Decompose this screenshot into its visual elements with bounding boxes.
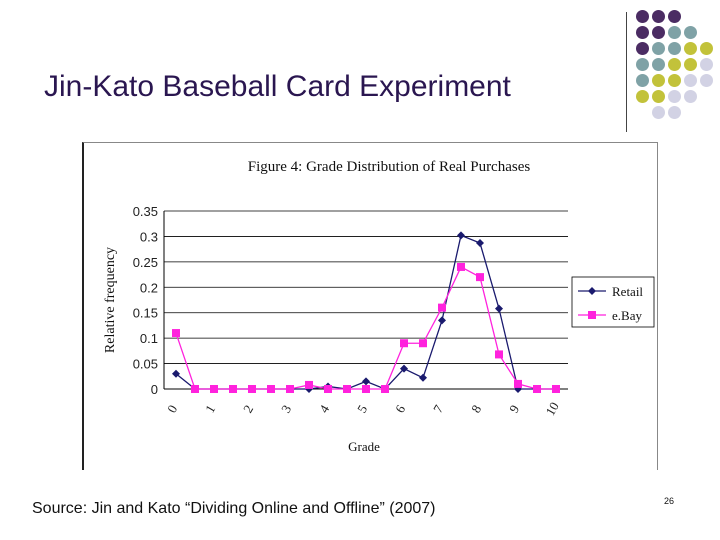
source-citation: Source: Jin and Kato “Dividing Online an…: [32, 500, 436, 517]
legend-label: e.Bay: [612, 308, 642, 323]
title-divider: [626, 12, 627, 132]
decor-dot: [684, 74, 697, 87]
decor-dot: [700, 58, 713, 71]
data-point-retail: [419, 373, 427, 382]
data-point-ebay: [248, 385, 256, 393]
data-point-ebay: [343, 385, 351, 393]
data-point-retail: [457, 231, 465, 240]
data-point-ebay: [229, 385, 237, 393]
y-tick-label: 0.35: [133, 204, 158, 219]
decor-dot: [684, 58, 697, 71]
legend-marker: [588, 311, 596, 319]
decor-dot: [636, 74, 649, 87]
data-point-ebay: [514, 379, 522, 388]
decor-dot: [684, 42, 697, 55]
data-point-ebay: [533, 385, 541, 393]
data-point-ebay: [191, 385, 199, 393]
data-point-retail: [400, 364, 408, 373]
decor-dot: [668, 10, 681, 23]
decor-dot: [652, 58, 665, 71]
data-point-ebay: [305, 380, 313, 389]
y-tick-label: 0.1: [140, 331, 158, 346]
y-axis-label: Relative frequency: [103, 247, 118, 353]
decor-dot: [668, 74, 681, 87]
decor-dot: [668, 106, 681, 119]
data-point-ebay: [438, 303, 446, 312]
decorative-dot-grid: [636, 10, 720, 140]
decor-dot: [636, 58, 649, 71]
decor-dot: [652, 42, 665, 55]
decor-dot: [636, 42, 649, 55]
decor-dot: [668, 58, 681, 71]
grade-distribution-chart: Figure 4: Grade Distribution of Real Pur…: [103, 159, 655, 454]
data-point-ebay: [400, 339, 408, 348]
decor-dot: [668, 42, 681, 55]
decor-dot: [652, 26, 665, 39]
data-point-retail: [172, 369, 180, 378]
decor-dot: [684, 90, 697, 103]
decor-dot: [636, 10, 649, 23]
x-tick-label: 6: [392, 402, 408, 416]
x-tick-label: 10: [542, 399, 561, 418]
slide-title: Jin-Kato Baseball Card Experiment: [44, 70, 511, 103]
decor-dot: [636, 26, 649, 39]
decor-dot: [684, 26, 697, 39]
x-tick-label: 1: [202, 402, 218, 415]
x-tick-label: 5: [354, 402, 370, 415]
data-point-ebay: [267, 385, 275, 393]
data-point-ebay: [495, 350, 503, 359]
series-line-ebay: [175, 266, 556, 390]
y-tick-label: 0.15: [133, 306, 158, 321]
data-point-ebay: [552, 385, 560, 393]
x-tick-label: 2: [240, 402, 256, 415]
y-tick-label: 0.3: [140, 229, 158, 244]
decor-dot: [668, 26, 681, 39]
data-point-ebay: [210, 385, 218, 393]
data-point-ebay: [476, 273, 484, 282]
x-tick-label: 4: [316, 402, 332, 416]
legend-label: Retail: [612, 284, 643, 299]
decor-dot: [652, 74, 665, 87]
x-tick-label: 0: [164, 402, 180, 415]
data-point-ebay: [286, 385, 294, 393]
decor-dot: [668, 90, 681, 103]
data-point-retail: [476, 239, 484, 248]
data-point-ebay: [419, 339, 427, 348]
data-point-ebay: [457, 262, 465, 271]
data-point-retail: [362, 377, 370, 386]
x-axis-label: Grade: [348, 439, 380, 454]
y-tick-label: 0.2: [140, 280, 158, 295]
data-point-ebay: [172, 329, 180, 338]
x-tick-label: 3: [278, 402, 294, 415]
data-point-ebay: [324, 385, 332, 393]
decor-dot: [700, 42, 713, 55]
decor-dot: [652, 106, 665, 119]
legend-box: [571, 276, 655, 328]
data-point-ebay: [381, 385, 389, 393]
data-point-retail: [438, 316, 446, 325]
data-point-retail: [495, 304, 503, 313]
y-tick-label: 0.25: [133, 255, 158, 270]
figure-frame: Figure 4: Grade Distribution of Real Pur…: [82, 142, 658, 470]
chart-title: Figure 4: Grade Distribution of Real Pur…: [248, 159, 531, 175]
y-tick-label: 0: [151, 382, 158, 397]
decor-dot: [652, 90, 665, 103]
x-tick-label: 8: [468, 402, 484, 415]
page-number: 26: [664, 496, 675, 506]
decor-dot: [652, 10, 665, 23]
y-tick-label: 0.05: [133, 357, 158, 372]
x-tick-label: 7: [430, 402, 446, 416]
x-tick-label: 9: [506, 402, 522, 415]
data-point-ebay: [362, 385, 370, 393]
legend-marker: [588, 287, 596, 295]
decor-dot: [636, 90, 649, 103]
decor-dot: [700, 74, 713, 87]
